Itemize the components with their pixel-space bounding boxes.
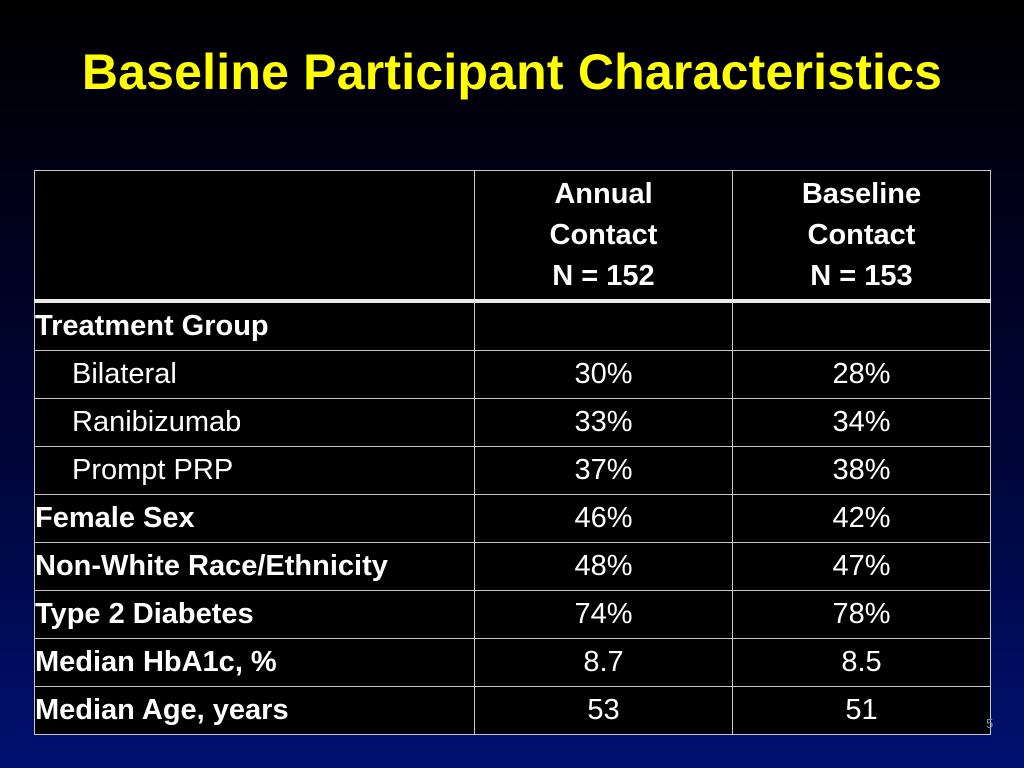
header-annual-line: N = 152 bbox=[552, 259, 655, 292]
table-row: Treatment Group bbox=[34, 300, 991, 351]
cell-annual: 48% bbox=[474, 542, 733, 591]
row-label-type-2-diabetes: Type 2 Diabetes bbox=[34, 590, 475, 639]
header-baseline-line: Baseline bbox=[801, 177, 922, 210]
slide-title: Baseline Participant Characteristics bbox=[81, 44, 943, 100]
row-label-prompt-prp: Prompt PRP bbox=[34, 446, 475, 495]
table-row: Female Sex 46% 42% bbox=[34, 494, 991, 543]
header-blank-cell bbox=[34, 170, 475, 303]
row-label-female-sex: Female Sex bbox=[34, 494, 475, 543]
header-baseline-line: Contact bbox=[807, 218, 916, 251]
row-label-treatment-group: Treatment Group bbox=[34, 300, 475, 351]
page-number: 5 bbox=[986, 716, 994, 731]
cell-baseline: 28% bbox=[732, 350, 991, 399]
row-label-non-white-race: Non-White Race/Ethnicity bbox=[34, 542, 475, 591]
header-annual-line: Contact bbox=[549, 218, 658, 251]
cell-annual: 37% bbox=[474, 446, 733, 495]
table-row: Non-White Race/Ethnicity 48% 47% bbox=[34, 542, 991, 591]
table-row: Type 2 Diabetes 74% 78% bbox=[34, 590, 991, 639]
cell-baseline: 8.5 bbox=[732, 638, 991, 687]
table-row: Prompt PRP 37% 38% bbox=[34, 446, 991, 495]
header-annual-contact: Annual Contact N = 152 bbox=[474, 170, 733, 303]
cell-annual: 33% bbox=[474, 398, 733, 447]
row-label-median-age: Median Age, years bbox=[34, 686, 475, 735]
table-row: Median Age, years 53 51 bbox=[34, 686, 991, 735]
row-label-bilateral: Bilateral bbox=[34, 350, 475, 399]
table-row: Ranibizumab 33% 34% bbox=[34, 398, 991, 447]
cell-annual: 74% bbox=[474, 590, 733, 639]
cell-annual: 53 bbox=[474, 686, 733, 735]
cell-baseline: 47% bbox=[732, 542, 991, 591]
cell-baseline: 38% bbox=[732, 446, 991, 495]
header-baseline-contact: Baseline Contact N = 153 bbox=[732, 170, 991, 303]
header-annual-line: Annual bbox=[554, 177, 653, 210]
cell-baseline: 51 bbox=[732, 686, 991, 735]
cell-baseline: 42% bbox=[732, 494, 991, 543]
characteristics-table: Annual Contact N = 152 Baseline Contact … bbox=[34, 170, 991, 735]
cell-baseline: 34% bbox=[732, 398, 991, 447]
cell-baseline bbox=[732, 300, 991, 351]
table-row: Median HbA1c, % 8.7 8.5 bbox=[34, 638, 991, 687]
header-baseline-line: N = 153 bbox=[810, 259, 913, 292]
table-row: Bilateral 30% 28% bbox=[34, 350, 991, 399]
cell-annual: 30% bbox=[474, 350, 733, 399]
cell-annual: 8.7 bbox=[474, 638, 733, 687]
table-header-row: Annual Contact N = 152 Baseline Contact … bbox=[34, 170, 991, 303]
cell-annual: 46% bbox=[474, 494, 733, 543]
cell-baseline: 78% bbox=[732, 590, 991, 639]
row-label-median-hba1c: Median HbA1c, % bbox=[34, 638, 475, 687]
row-label-ranibizumab: Ranibizumab bbox=[34, 398, 475, 447]
cell-annual bbox=[474, 300, 733, 351]
